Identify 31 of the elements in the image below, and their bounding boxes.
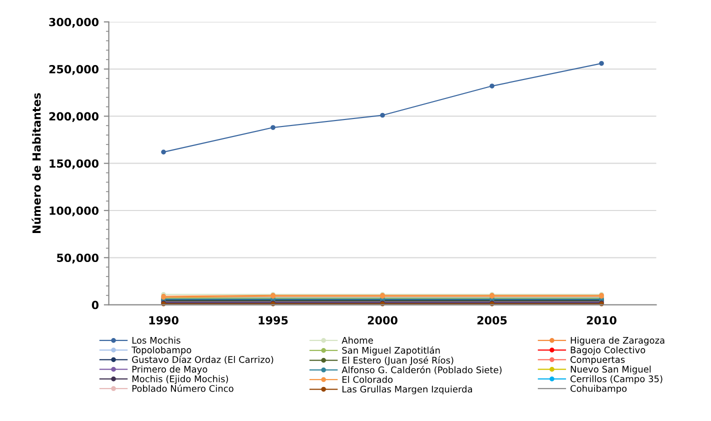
legend-label: San Miguel Zapotitlán <box>342 346 440 356</box>
y-tick-label: 300,000 <box>49 18 99 28</box>
legend-label: Nuevo San Miguel <box>570 366 651 374</box>
legend-label: Ahome <box>342 336 373 344</box>
legend-label: Primero de Mayo <box>132 366 208 374</box>
y-axis-title: Número de Habitantes <box>32 93 41 234</box>
y-tick-label: 50,000 <box>57 254 99 264</box>
y-tick-label: 150,000 <box>50 159 99 170</box>
y-tick-label: 0 <box>92 300 99 310</box>
legend-label: Las Grullas Margen Izquierda <box>342 386 472 394</box>
y-tick-label: 100,000 <box>50 206 99 216</box>
legend-label: Cohuibampo <box>570 384 627 394</box>
legend-label: Los Mochis <box>132 336 180 344</box>
legend-label: Poblado Número Cinco <box>132 384 234 392</box>
legend-label: El Estero (Juan José Ríos) <box>342 356 454 366</box>
legend-label: Compuertas <box>570 356 625 365</box>
y-tick-label: 250,000 <box>49 65 99 75</box>
x-tick-label: 2005 <box>477 316 507 325</box>
legend-label: Topolobampo <box>132 346 192 356</box>
x-tick-label: 1995 <box>258 316 288 325</box>
x-tick-label: 2010 <box>586 316 616 325</box>
y-tick-label: 200,000 <box>49 112 99 122</box>
legend-label: El Colorado <box>342 376 393 383</box>
x-tick-label: 1990 <box>149 316 178 325</box>
legend-label: Gustavo Díaz Ordaz (El Carrizo) <box>132 356 274 364</box>
legend-label: Cerrillos (Campo 35) <box>570 375 662 384</box>
legend-label: Mochis (Ejido Mochis) <box>132 375 228 384</box>
legend-label: Alfonso G. Calderón (Poblado Siete) <box>342 366 502 374</box>
legend-label: Bagojo Colectivo <box>570 346 646 356</box>
legend-label: Higuera de Zaragoza <box>570 336 664 346</box>
x-tick-label: 2000 <box>368 316 398 325</box>
